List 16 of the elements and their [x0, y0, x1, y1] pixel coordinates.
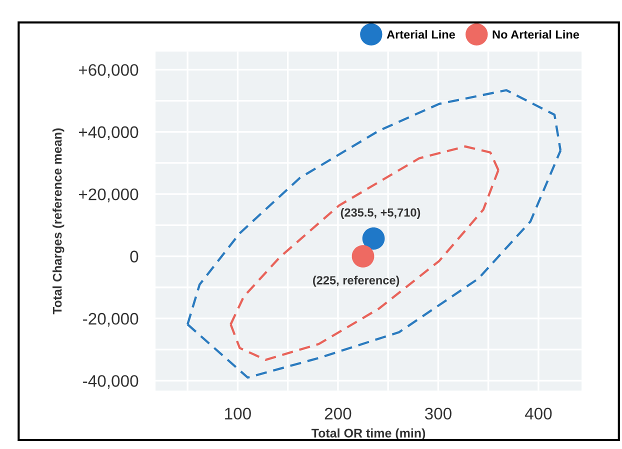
- y-tick-label: +40,000: [78, 126, 138, 140]
- x-tick-label: 200: [324, 408, 352, 420]
- x-tick-label: 300: [424, 408, 452, 420]
- y-tick-label: +20,000: [78, 188, 138, 202]
- y-axis-title: Total Charges (reference mean): [52, 128, 64, 314]
- legend-label: Arterial Line: [386, 30, 456, 39]
- y-tick-label: +60,000: [78, 64, 138, 78]
- y-tick-label: 0: [130, 250, 138, 262]
- y-tick-label: -20,000: [83, 312, 138, 327]
- annotation: (235.5, +5,710): [340, 208, 420, 220]
- y-tick-label: -40,000: [83, 375, 138, 389]
- x-axis-title: Total OR time (min): [312, 428, 426, 440]
- x-tick-label: 400: [524, 408, 552, 420]
- x-tick-label: 100: [225, 408, 251, 420]
- legend-label: No Arterial Line: [492, 30, 580, 39]
- annotation: (225, reference): [313, 276, 400, 287]
